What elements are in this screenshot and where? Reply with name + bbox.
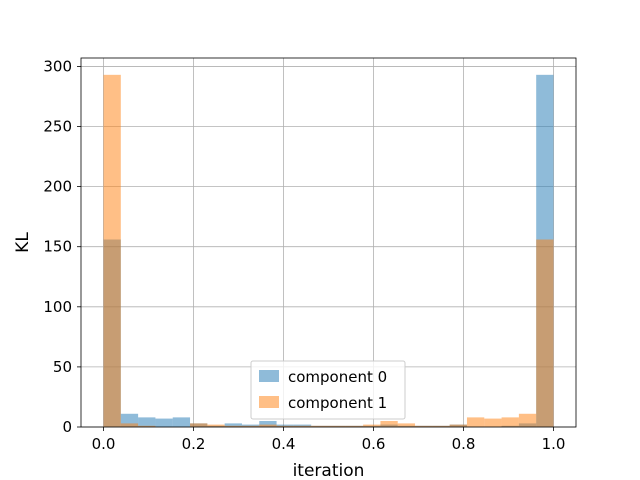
bar-component-1-bin-19	[432, 425, 450, 427]
bar-component-0-bin-9	[259, 420, 277, 427]
legend-swatch-component-1	[259, 396, 279, 408]
bar-component-1-bin-9	[259, 424, 277, 427]
bar-component-1-bin-12	[311, 425, 329, 427]
bar-component-1-bin-24	[518, 413, 537, 427]
y-tick-label: 0	[62, 418, 72, 436]
x-axis-label: iteration	[293, 461, 365, 480]
y-tick-label: 250	[43, 118, 72, 136]
bar-component-1-bin-11	[293, 425, 312, 427]
histogram-bars	[103, 74, 554, 427]
x-tick-label: 0.0	[92, 435, 116, 453]
bar-component-1-bin-10	[276, 425, 294, 427]
bar-component-1-bin-5	[190, 423, 208, 427]
bar-component-0-bin-2	[138, 417, 156, 427]
bar-component-1-bin-21	[466, 417, 485, 427]
bar-component-1-bin-25	[536, 239, 554, 427]
bar-component-1-bin-13	[328, 425, 346, 427]
y-tick-label: 200	[43, 178, 72, 196]
y-tick-label: 150	[43, 238, 72, 256]
bar-component-1-bin-1	[120, 423, 139, 427]
bar-component-1-bin-0	[103, 74, 121, 427]
bar-component-1-bin-16	[380, 420, 398, 427]
x-tick-label: 0.2	[182, 435, 206, 453]
bar-component-1-bin-18	[415, 425, 433, 427]
bar-component-1-bin-22	[484, 418, 502, 427]
bar-component-1-bin-15	[363, 424, 381, 427]
grid-lines	[81, 58, 576, 428]
bar-component-1-bin-2	[138, 425, 156, 427]
legend-swatch-component-0	[259, 370, 279, 382]
bar-component-1-bin-23	[501, 417, 519, 427]
legend-box	[250, 360, 406, 420]
plot-frame	[80, 57, 577, 428]
legend-label-component-1: component 1	[288, 394, 387, 412]
bar-component-1-bin-20	[449, 424, 467, 427]
bar-component-1-bin-8	[241, 425, 260, 427]
x-tick-label: 0.6	[362, 435, 386, 453]
bar-component-1-bin-14	[345, 425, 364, 427]
bar-component-1-bin-6	[207, 424, 225, 427]
x-tick-label: 0.8	[452, 435, 476, 453]
bar-component-1-bin-7	[224, 425, 242, 427]
bar-component-0-bin-3	[155, 418, 173, 427]
axis-ticks: 0.0 0.2 0.4 0.6 0.8 1.0 0 50 100 150 200 250 300	[43, 57, 565, 453]
legend-label-component-0: component 0	[288, 368, 387, 386]
y-tick-label: 300	[43, 57, 72, 75]
bar-component-0-bin-7	[224, 423, 242, 427]
x-tick-label: 0.4	[272, 435, 296, 453]
x-tick-label: 1.0	[542, 435, 566, 453]
y-axis-label: KL	[13, 232, 33, 253]
bar-component-0-bin-4	[172, 417, 191, 427]
bar-component-1-bin-17	[397, 423, 416, 427]
legend: component 0 component 1	[250, 360, 406, 420]
y-tick-label: 100	[43, 298, 72, 316]
y-tick-label: 50	[53, 358, 72, 376]
